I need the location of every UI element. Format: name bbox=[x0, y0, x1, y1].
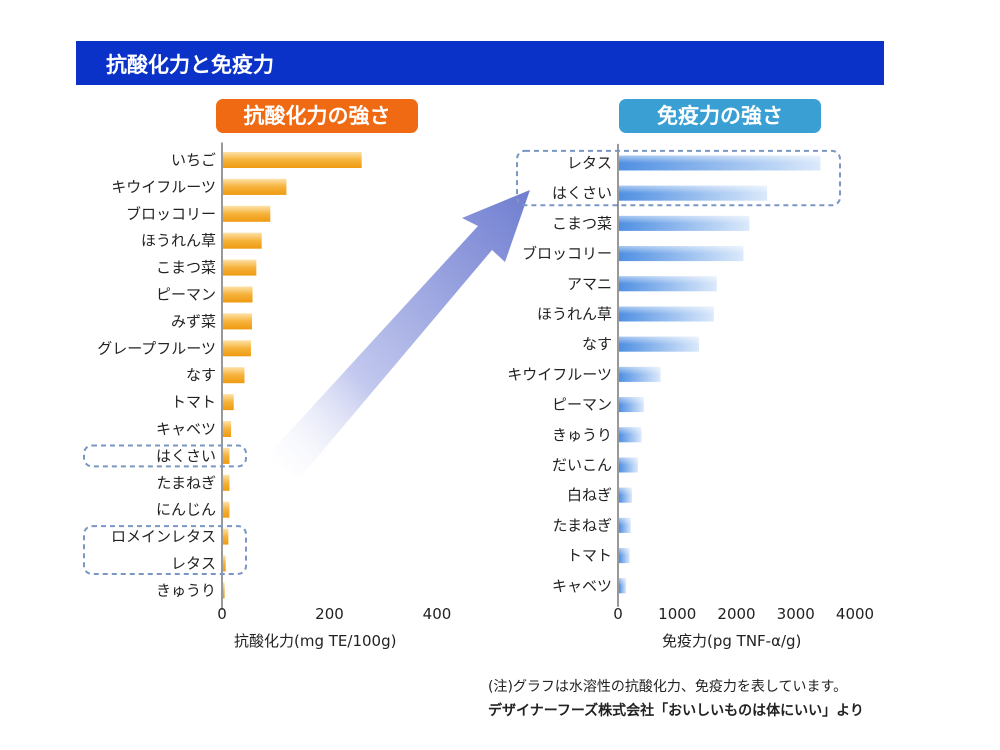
immunity-bar-shine bbox=[619, 427, 642, 435]
antioxidant-category-label: ピーマン bbox=[156, 286, 216, 304]
immunity-category-label: アマニ bbox=[567, 275, 612, 293]
antioxidant-category-label: キャベツ bbox=[156, 420, 216, 438]
immunity-category-label: キウイフルーツ bbox=[507, 365, 612, 383]
antioxidant-category-label: みず菜 bbox=[171, 312, 216, 330]
immunity-bar-shine bbox=[619, 155, 821, 163]
antioxidant-bar bbox=[223, 555, 226, 572]
immunity-category-label: たまねぎ bbox=[552, 516, 612, 534]
antioxidant-category-label: ブロッコリー bbox=[126, 205, 216, 223]
antioxidant-category-label: はくさい bbox=[156, 447, 216, 465]
source-credit: デザイナーフーズ株式会社「おいしいものは体にいい」より bbox=[488, 703, 864, 719]
immunity-category-label: トマト bbox=[567, 547, 612, 565]
antioxidant-category-label: ロメインレタス bbox=[111, 528, 216, 546]
antioxidant-bar bbox=[223, 474, 230, 491]
immunity-bar-shine bbox=[619, 246, 744, 254]
page-title: 抗酸化力と免疫力 bbox=[106, 53, 274, 77]
antioxidant-bar bbox=[223, 582, 225, 599]
antioxidant-category-label: にんじん bbox=[156, 501, 216, 519]
antioxidant-bar bbox=[223, 178, 287, 195]
immunity-bar-shine bbox=[619, 215, 750, 224]
immunity-x-tick-label: 2000 bbox=[717, 605, 755, 623]
antioxidant-bar bbox=[223, 447, 230, 464]
antioxidant-x-axis-label: 抗酸化力(mg TE/100g) bbox=[234, 632, 396, 650]
antioxidant-category-label: キウイフルーツ bbox=[111, 178, 216, 196]
antioxidant-category-label: いちご bbox=[171, 151, 216, 169]
antioxidant-highlight-box bbox=[83, 525, 247, 575]
antioxidant-bar bbox=[223, 205, 271, 222]
antioxidant-bar bbox=[223, 313, 253, 330]
immunity-x-tick-label: 0 bbox=[613, 605, 623, 623]
antioxidant-bar bbox=[223, 286, 253, 303]
antioxidant-bar bbox=[223, 340, 251, 357]
antioxidant-chart-title: 抗酸化力の強さ bbox=[216, 99, 418, 133]
antioxidant-category-label: グレープフルーツ bbox=[97, 339, 216, 357]
immunity-bar-shine bbox=[619, 336, 699, 345]
immunity-bar-shine bbox=[619, 548, 630, 556]
antioxidant-x-tick-label: 400 bbox=[423, 605, 452, 623]
immunity-x-axis-label: 免疫力(pg TNF-α/g) bbox=[662, 632, 801, 650]
immunity-category-label: だいこん bbox=[552, 456, 612, 474]
immunity-bar-shine bbox=[619, 306, 714, 314]
antioxidant-bar bbox=[223, 367, 245, 384]
immunity-category-label: レタス bbox=[567, 154, 612, 172]
antioxidant-category-label: トマト bbox=[171, 393, 216, 411]
immunity-chart-title: 免疫力の強さ bbox=[619, 99, 821, 133]
antioxidant-x-tick-label: 0 bbox=[217, 605, 227, 623]
immunity-x-tick-label: 4000 bbox=[836, 605, 874, 623]
immunity-category-label: ブロッコリー bbox=[522, 245, 612, 263]
immunity-bar-shine bbox=[619, 487, 633, 496]
antioxidant-bar bbox=[223, 501, 230, 518]
immunity-category-label: こまつ菜 bbox=[552, 214, 612, 232]
footnote: (注)グラフは水溶性の抗酸化力、免疫力を表しています。 bbox=[488, 679, 848, 695]
header-bar: 抗酸化力と免疫力 bbox=[76, 41, 884, 85]
immunity-bar-shine bbox=[619, 185, 768, 194]
antioxidant-bar bbox=[223, 528, 229, 545]
immunity-bar-shine bbox=[619, 397, 644, 405]
diagonal-arrow-icon bbox=[268, 190, 530, 480]
antioxidant-bar bbox=[223, 421, 232, 437]
antioxidant-category-label: レタス bbox=[171, 555, 216, 573]
antioxidant-category-label: きゅうり bbox=[156, 581, 216, 599]
antioxidant-bar bbox=[223, 232, 262, 249]
immunity-x-tick-label: 1000 bbox=[658, 605, 696, 623]
immunity-category-label: ほうれん草 bbox=[537, 305, 612, 323]
antioxidant-category-label: なす bbox=[186, 366, 216, 384]
immunity-bar-shine bbox=[619, 276, 717, 284]
antioxidant-x-tick-label: 200 bbox=[315, 605, 344, 623]
immunity-highlight-box bbox=[516, 149, 841, 207]
antioxidant-bar bbox=[223, 259, 257, 276]
immunity-category-label: 白ねぎ bbox=[567, 486, 612, 504]
immunity-bar-shine bbox=[619, 366, 661, 375]
antioxidant-highlight-box bbox=[83, 444, 247, 468]
immunity-category-label: きゅうり bbox=[552, 426, 612, 444]
immunity-category-label: なす bbox=[582, 335, 612, 353]
immunity-category-label: はくさい bbox=[552, 184, 612, 202]
immunity-bar-shine bbox=[619, 578, 627, 586]
antioxidant-category-label: こまつ菜 bbox=[156, 259, 216, 277]
antioxidant-bar bbox=[223, 394, 234, 411]
immunity-bar-shine bbox=[619, 457, 638, 465]
immunity-bar-shine bbox=[619, 517, 631, 526]
immunity-category-label: キャベツ bbox=[552, 577, 612, 595]
antioxidant-bar bbox=[223, 152, 362, 168]
immunity-x-tick-label: 3000 bbox=[777, 605, 815, 623]
antioxidant-category-label: たまねぎ bbox=[156, 474, 216, 492]
antioxidant-category-label: ほうれん草 bbox=[141, 232, 216, 250]
immunity-category-label: ピーマン bbox=[552, 396, 612, 414]
